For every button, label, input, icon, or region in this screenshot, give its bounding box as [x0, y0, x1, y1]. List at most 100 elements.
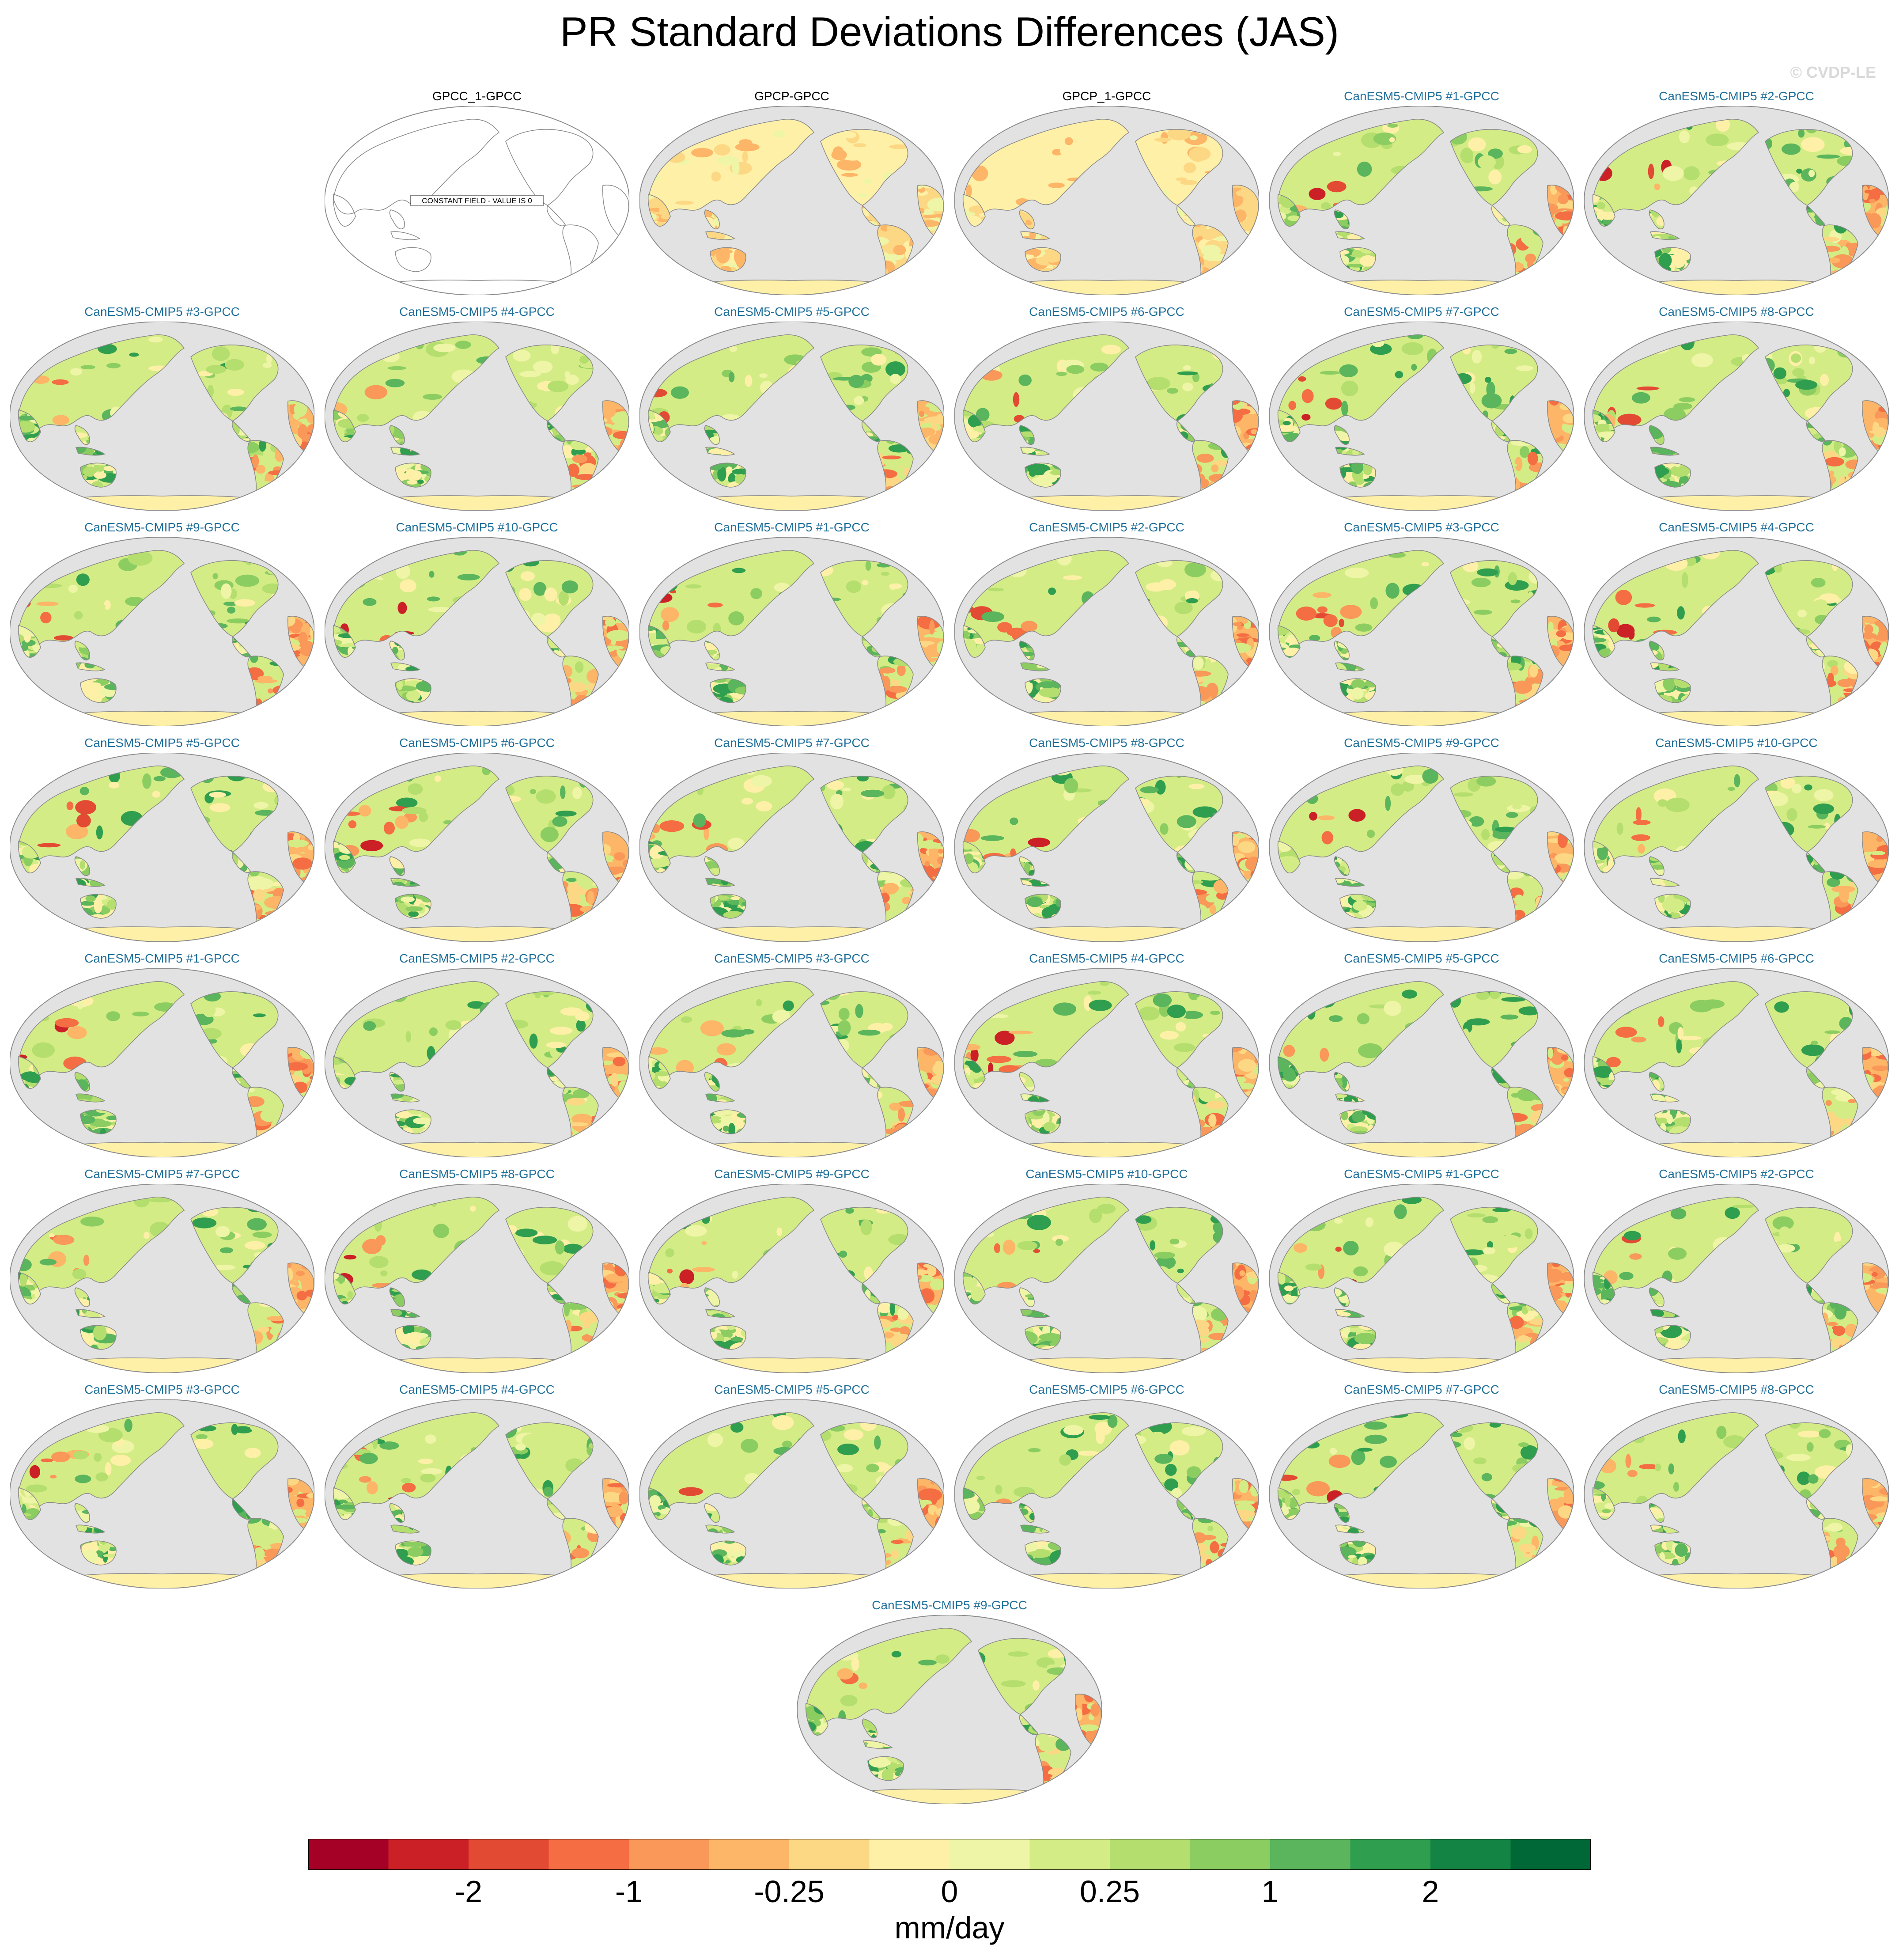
anomaly-blob	[1146, 377, 1170, 390]
anomaly-blob	[531, 776, 545, 792]
land-greenland	[1533, 556, 1557, 572]
land-eurasia	[648, 550, 814, 645]
anomaly-blob	[1540, 556, 1551, 569]
anomaly-blob	[76, 447, 87, 454]
anomaly-blob	[841, 131, 857, 139]
world-map	[325, 537, 629, 726]
anomaly-blob	[227, 607, 236, 614]
anomaly-blob	[397, 430, 405, 440]
anomaly-blob	[1313, 592, 1332, 598]
anomaly-blob	[1547, 622, 1554, 632]
anomaly-blob	[1231, 125, 1242, 134]
anomaly-blob	[1193, 656, 1204, 670]
anomaly-blob	[741, 798, 753, 805]
land-antarctica	[356, 495, 598, 511]
map-outline	[1269, 106, 1574, 295]
anomaly-blob	[343, 643, 356, 647]
anomaly-blob	[1063, 575, 1082, 580]
anomaly-blob	[904, 556, 918, 560]
anomaly-blob	[609, 779, 613, 787]
anomaly-blob	[1309, 635, 1320, 641]
anomaly-blob	[397, 680, 403, 690]
anomaly-blob	[40, 612, 52, 624]
anomaly-blob	[568, 468, 577, 473]
coastline-india	[18, 840, 41, 873]
coastline-australia	[710, 247, 746, 272]
anomaly-blob	[291, 622, 302, 634]
anomaly-blob	[405, 906, 423, 912]
anomaly-blob	[1018, 374, 1032, 386]
anomaly-blob	[287, 420, 303, 427]
coastline-greenland	[588, 124, 613, 141]
anomaly-blob	[1543, 569, 1557, 572]
anomaly-blob	[923, 771, 927, 774]
anomaly-blob	[889, 144, 908, 149]
anomaly-blob	[857, 776, 869, 782]
anomaly-blob	[274, 559, 283, 569]
anomaly-blob	[530, 789, 536, 794]
anomaly-blob	[914, 783, 927, 787]
anomaly-blob	[1227, 556, 1242, 561]
anomaly-blob	[455, 341, 471, 349]
land-antarctica	[1300, 280, 1543, 295]
anomaly-blob	[397, 649, 405, 659]
anomaly-blob	[611, 411, 629, 426]
anomaly-blob	[589, 556, 601, 561]
anomaly-blob	[293, 774, 298, 784]
anomaly-blob	[601, 771, 613, 782]
anomaly-blob	[1859, 350, 1872, 356]
coastline-seasia	[1334, 641, 1350, 661]
coastline-namerica	[505, 129, 594, 206]
anomaly-blob	[848, 375, 864, 388]
anomaly-blob	[1253, 852, 1259, 857]
anomaly-blob	[1039, 682, 1055, 688]
anomaly-blob	[1176, 815, 1196, 828]
anomaly-blob	[1229, 776, 1235, 787]
anomaly-blob	[1862, 414, 1872, 424]
land-antarctica	[1300, 495, 1543, 511]
anomaly-blob	[735, 686, 746, 695]
anomaly-blob	[1537, 126, 1557, 130]
anomaly-blob	[551, 345, 560, 355]
anomaly-blob	[1671, 358, 1684, 371]
anomaly-blob	[1029, 231, 1037, 240]
coastline-australia	[1654, 678, 1691, 703]
coastline-seasia	[704, 641, 720, 661]
anomaly-blob	[280, 556, 289, 568]
anomaly-blob	[1595, 424, 1613, 432]
anomaly-blob	[1211, 464, 1219, 473]
anomaly-blob	[1517, 470, 1536, 484]
coastline-india	[962, 409, 986, 442]
anomaly-blob	[1849, 270, 1858, 279]
anomaly-blob	[1862, 632, 1877, 639]
land-antarctica	[670, 711, 913, 726]
anomaly-blob	[270, 487, 284, 500]
anomaly-blob	[920, 557, 927, 570]
land-greenland	[1218, 340, 1242, 356]
anomaly-blob	[1395, 371, 1403, 379]
anomaly-blob	[267, 688, 273, 694]
anomaly-blob	[289, 557, 298, 565]
anomaly-blob	[1798, 129, 1805, 138]
land-antarctica	[1615, 280, 1858, 295]
watermark: © CVDP-LE	[1790, 63, 1876, 81]
anomaly-blob	[1540, 556, 1556, 561]
coastline-seasia	[1334, 425, 1350, 445]
anomaly-blob	[916, 340, 925, 344]
coastline-greenland	[273, 340, 298, 356]
anomaly-blob	[1348, 809, 1366, 822]
anomaly-blob	[1535, 497, 1543, 502]
anomaly-blob	[1859, 347, 1872, 356]
coastline-eurasia	[1278, 334, 1445, 430]
anomaly-blob	[932, 631, 944, 639]
anomaly-blob	[920, 351, 927, 356]
anomaly-blob	[739, 139, 752, 146]
coastline-seasia	[1649, 425, 1664, 445]
anomaly-blob	[294, 402, 307, 417]
anomaly-blob	[1210, 481, 1225, 490]
anomaly-blob	[533, 360, 553, 373]
anomaly-blob	[1533, 342, 1548, 348]
anomaly-blob	[284, 340, 298, 349]
anomaly-blob	[1385, 796, 1391, 811]
anomaly-blob	[1362, 265, 1376, 272]
